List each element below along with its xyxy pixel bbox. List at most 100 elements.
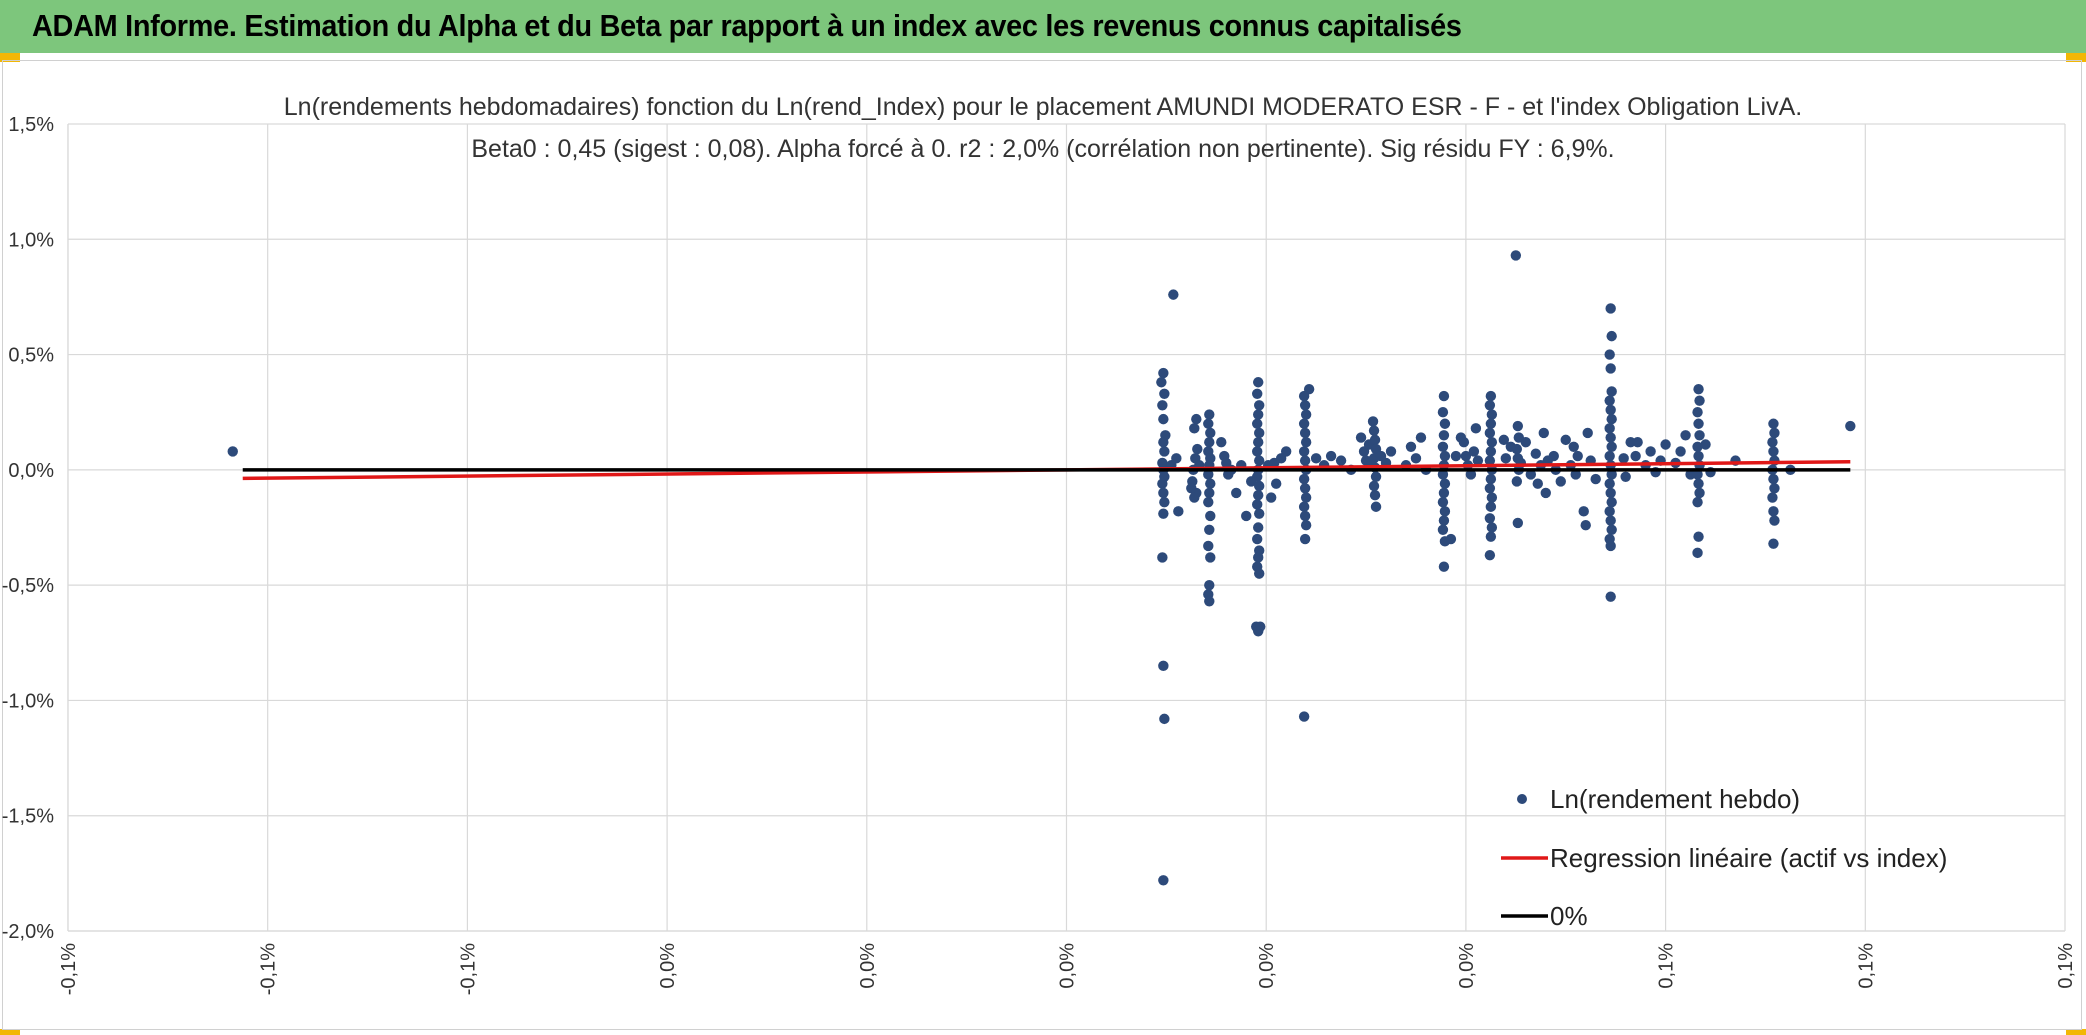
scatter-point xyxy=(1253,522,1264,533)
scatter-point xyxy=(1439,450,1451,462)
scatter-point xyxy=(1458,436,1470,448)
scatter-point xyxy=(1606,524,1617,536)
line-layer xyxy=(242,460,1851,481)
scatter-point xyxy=(1604,506,1615,517)
scatter-point xyxy=(1604,349,1615,360)
y-tick-label: -0,5% xyxy=(2,575,54,597)
scatter-point xyxy=(1485,531,1497,542)
scatter-point xyxy=(1694,395,1705,406)
scatter-point xyxy=(1439,506,1451,517)
scatter-point xyxy=(1485,501,1497,512)
scatter-point xyxy=(1604,478,1615,489)
scatter-point xyxy=(1300,492,1312,503)
scatter-point xyxy=(1205,427,1216,439)
scatter-point xyxy=(1367,416,1379,427)
scatter-point xyxy=(1298,446,1310,457)
scatter-point xyxy=(1298,711,1310,722)
chart-title-line-1: Ln(rendements hebdomadaires) fonction du… xyxy=(284,93,1802,121)
scatter-point xyxy=(1173,506,1184,517)
scatter-point xyxy=(1604,450,1615,462)
scatter-point xyxy=(1485,446,1497,457)
scatter-point xyxy=(1568,441,1579,452)
scatter-point xyxy=(1675,446,1686,457)
x-tick-label: 0,0% xyxy=(857,943,879,989)
scatter-point xyxy=(1203,496,1214,508)
tick-layer: 1,5%1,0%0,5%0,0%-0,5%-1,0%-1,5%-2,0%-0,1… xyxy=(2,114,2077,995)
scatter-point xyxy=(1605,487,1616,499)
scatter-point xyxy=(1168,289,1179,300)
scatter-point xyxy=(1300,436,1312,448)
scatter-point xyxy=(1325,450,1337,462)
scatter-point xyxy=(1156,377,1167,388)
scatter-point xyxy=(1540,487,1551,499)
x-tick-label: -0,1% xyxy=(457,943,479,995)
scatter-point xyxy=(1203,418,1214,429)
scatter-point xyxy=(1604,395,1615,406)
scatter-point xyxy=(1370,471,1382,482)
report-header: ADAM Informe. Estimation du Alpha et du … xyxy=(0,0,2086,53)
scatter-point xyxy=(1369,490,1381,501)
scatter-point xyxy=(1606,441,1617,452)
y-tick-label: 1,5% xyxy=(8,114,54,136)
scatter-point xyxy=(1368,425,1380,436)
scatter-point xyxy=(1158,413,1169,425)
scatter-point xyxy=(1438,561,1450,572)
scatter-point xyxy=(1280,446,1292,457)
scatter-point xyxy=(1252,446,1263,457)
scatter-point xyxy=(1254,480,1265,492)
scatter-point xyxy=(1694,487,1705,499)
y-tick-label: 0,0% xyxy=(8,460,54,482)
scatter-point xyxy=(1555,476,1566,487)
scatter-point xyxy=(1692,547,1703,559)
scatter-point xyxy=(1298,418,1310,429)
scatter-point xyxy=(1692,469,1703,480)
scatter-point xyxy=(1468,446,1480,457)
scatter-point xyxy=(1767,436,1778,448)
scatter-point xyxy=(1189,423,1200,434)
scatter-point xyxy=(1415,432,1427,443)
scatter-point xyxy=(1484,400,1496,411)
scatter-point xyxy=(1216,436,1227,448)
scatter-point xyxy=(1606,386,1617,397)
x-tick-label: 0,0% xyxy=(657,943,679,989)
scatter-point xyxy=(1335,455,1347,466)
scatter-point xyxy=(1465,469,1477,480)
scatter-point xyxy=(1700,439,1711,450)
scatter-point xyxy=(1498,434,1510,446)
scatter-point xyxy=(1693,383,1704,395)
scatter-point xyxy=(1192,443,1203,455)
scatter-point xyxy=(1241,510,1252,522)
scatter-point xyxy=(1632,436,1643,448)
scatter-point xyxy=(1570,469,1581,480)
scatter-point xyxy=(1300,519,1312,531)
scatter-point xyxy=(1660,439,1671,450)
point-layer xyxy=(227,250,1856,886)
scatter-point xyxy=(1484,549,1496,561)
scatter-point xyxy=(1158,436,1169,448)
scatter-point xyxy=(1299,400,1311,411)
scatter-point xyxy=(1485,418,1497,429)
scatter-point xyxy=(1510,250,1522,261)
scatter-point xyxy=(1605,303,1616,314)
scatter-point xyxy=(1204,579,1215,591)
scatter-point xyxy=(1298,473,1310,485)
scatter-point xyxy=(1253,552,1264,563)
scatter-point xyxy=(1158,875,1169,886)
scatter-point xyxy=(1512,420,1524,432)
scatter-point xyxy=(1605,591,1616,602)
scatter-point xyxy=(1205,510,1216,522)
scatter-point xyxy=(1189,492,1200,503)
scatter-point xyxy=(1511,476,1523,487)
scatter-point xyxy=(1769,483,1780,494)
scatter-point xyxy=(1303,383,1315,395)
scatter-point xyxy=(1385,446,1397,457)
scatter-point xyxy=(1580,519,1591,531)
legend: Ln(rendement hebdo) Regression linéaire … xyxy=(1501,784,1947,931)
scatter-point xyxy=(1157,552,1168,563)
scatter-point xyxy=(1582,427,1593,439)
scatter-point xyxy=(1369,434,1381,446)
scatter-point xyxy=(1253,377,1264,388)
scatter-point xyxy=(1204,487,1215,499)
scatter-point xyxy=(1768,473,1779,485)
